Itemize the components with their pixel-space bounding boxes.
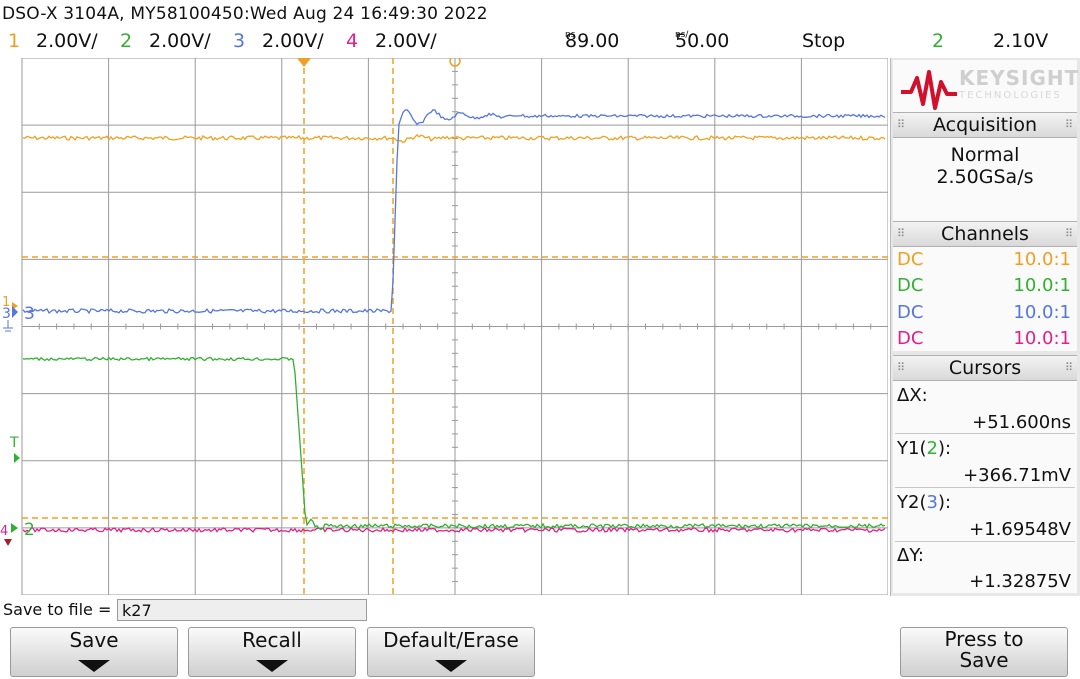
divider <box>895 541 1075 542</box>
keysight-wave-icon <box>901 70 957 110</box>
ch1-ground-marker[interactable]: 1 <box>2 295 10 310</box>
y2-source: 3 <box>926 492 938 513</box>
ch2-scale[interactable]: 2.00V/ <box>149 30 211 52</box>
timebase-value: 50.00 <box>675 30 730 52</box>
ch3-probe[interactable]: 10.0:1 <box>1013 302 1071 323</box>
ch3-label: 3 <box>24 304 35 324</box>
ch1-probe[interactable]: 10.0:1 <box>1013 249 1071 270</box>
y2-label-suffix: ): <box>937 492 952 513</box>
cursors-header[interactable]: ⠿ Cursors ⠿ <box>893 355 1077 381</box>
delta-y-label: ΔY: <box>897 545 924 566</box>
waveform-svg: 1 3 3 T 4 2 <box>0 55 889 596</box>
channels-header[interactable]: ⠿ Channels ⠿ <box>893 221 1077 247</box>
press-to-save-line1: Press to <box>944 627 1024 651</box>
ch2-number[interactable]: 2 <box>120 30 133 52</box>
grip-icon: ⠿ <box>1064 361 1073 374</box>
y1-source: 2 <box>926 438 938 459</box>
delta-x-value: +51.600ns <box>972 412 1071 433</box>
trigger-level[interactable]: 2.10V <box>993 30 1049 52</box>
ch1-scale[interactable]: 2.00V/ <box>36 30 98 52</box>
delay-value: 89.00 <box>565 30 620 52</box>
side-panel: KEYSIGHT TECHNOLOGIES ⠿ Acquisition ⠿ No… <box>890 58 1080 596</box>
ch4-number[interactable]: 4 <box>346 30 359 52</box>
channels-box: DC 10.0:1 DC 10.0:1 DC 10.0:1 DC 10.0:1 <box>893 247 1077 351</box>
y2-label-prefix: Y2( <box>897 492 927 513</box>
ch3-marker-arrow <box>12 306 18 318</box>
filename-field[interactable]: k27 <box>117 599 367 621</box>
recall-softkey[interactable]: Recall <box>188 627 356 677</box>
trigger-marker-arrow <box>14 453 20 463</box>
trigger-level-marker[interactable]: T <box>9 435 19 451</box>
ch1-coupling[interactable]: DC <box>897 249 924 270</box>
acquisition-mode: Normal <box>950 144 1020 166</box>
ch4-trace <box>22 526 886 534</box>
save-softkey[interactable]: Save <box>10 627 178 677</box>
grip-icon: ⠿ <box>897 118 906 131</box>
default-erase-softkey-label: Default/Erase <box>383 628 519 652</box>
divider <box>895 433 1075 434</box>
down-arrow-icon <box>78 660 110 672</box>
ch3-scale[interactable]: 2.00V/ <box>262 30 324 52</box>
ch2-label: 2 <box>24 520 35 540</box>
ch4-ground-marker[interactable]: 4 <box>0 524 8 539</box>
y1-label: Y1(2): <box>897 438 951 459</box>
save-to-file-label: Save to file = <box>3 600 112 619</box>
brand-sub: TECHNOLOGIES <box>959 90 1062 101</box>
ch4-coupling[interactable]: DC <box>897 328 924 349</box>
press-to-save-line2: Save <box>959 648 1009 672</box>
ch1-number[interactable]: 1 <box>8 30 21 52</box>
ch3-number[interactable]: 3 <box>233 30 246 52</box>
ch2-coupling[interactable]: DC <box>897 275 924 296</box>
cursors-box: ΔX: +51.600ns Y1(2): +366.71mV Y2(3): +1… <box>893 381 1077 593</box>
ch3-ground-marker[interactable]: 3 <box>2 306 11 322</box>
delta-y-value: +1.32875V <box>969 571 1071 592</box>
y2-label: Y2(3): <box>897 492 951 513</box>
brand-name: KEYSIGHT <box>959 66 1080 90</box>
ch4-marker-arrow <box>4 539 12 546</box>
waveform-display[interactable]: 1 3 3 T 4 2 <box>0 55 889 596</box>
y1-value: +366.71mV <box>963 465 1071 486</box>
grip-icon: ⠿ <box>1064 227 1073 240</box>
y2-value: +1.69548V <box>969 519 1071 540</box>
trigger-source[interactable]: 2 <box>932 30 945 52</box>
delta-x-label: ΔX: <box>897 385 928 406</box>
recall-softkey-label: Recall <box>242 628 302 652</box>
trigger-position-marker[interactable] <box>297 58 311 67</box>
ch2-trace <box>22 356 886 531</box>
ch4-probe[interactable]: 10.0:1 <box>1013 328 1071 349</box>
acquisition-header[interactable]: ⠿ Acquisition ⠿ <box>893 112 1077 138</box>
run-state[interactable]: Stop <box>802 30 846 52</box>
ch3-trace <box>22 109 886 315</box>
status-bar: 1 2.00V/ 2 2.00V/ 3 2.00V/ 4 2.00V/ 89.0… <box>0 30 1080 58</box>
grip-icon: ⠿ <box>897 227 906 240</box>
channels-header-label: Channels <box>941 223 1029 245</box>
down-arrow-icon <box>435 660 467 672</box>
ch2-marker-arrow <box>11 523 18 533</box>
press-to-save-softkey[interactable]: Press to Save <box>900 627 1068 677</box>
default-erase-softkey[interactable]: Default/Erase <box>367 627 535 677</box>
instrument-title: DSO-X 3104A, MY58100450:Wed Aug 24 16:49… <box>2 4 488 24</box>
ch3-coupling[interactable]: DC <box>897 302 924 323</box>
sample-rate: 2.50GSa/s <box>936 166 1034 188</box>
save-softkey-label: Save <box>69 628 119 652</box>
divider <box>895 487 1075 488</box>
acquisition-box: Normal 2.50GSa/s <box>893 138 1077 224</box>
ch1-trace <box>22 133 886 144</box>
ch2-probe[interactable]: 10.0:1 <box>1013 275 1071 296</box>
ch4-scale[interactable]: 2.00V/ <box>375 30 437 52</box>
acquisition-header-label: Acquisition <box>932 114 1038 136</box>
cursors-header-label: Cursors <box>948 357 1022 379</box>
grip-icon: ⠿ <box>1064 118 1073 131</box>
timebase-unit: ns/ <box>675 30 689 40</box>
delay-unit: ns <box>565 30 576 40</box>
grip-icon: ⠿ <box>897 361 906 374</box>
brand-logo: KEYSIGHT TECHNOLOGIES <box>893 60 1080 116</box>
y1-label-suffix: ): <box>937 438 952 459</box>
down-arrow-icon <box>256 660 288 672</box>
y1-label-prefix: Y1( <box>897 438 927 459</box>
